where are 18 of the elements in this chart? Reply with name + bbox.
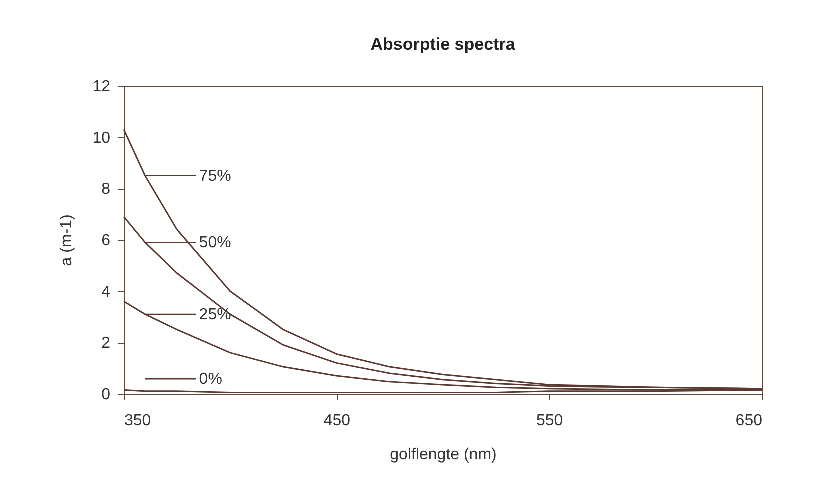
chart-title: Absorptie spectra	[370, 35, 516, 54]
y-tick-label: 6	[102, 232, 111, 250]
y-axis-title: a (m-1)	[58, 214, 76, 266]
y-tick-label: 8	[102, 181, 111, 198]
legend-label: 75%	[199, 168, 232, 185]
legend-label: 25%	[199, 306, 232, 324]
x-tick-label: 450	[324, 412, 351, 430]
y-tick-label: 10	[92, 130, 111, 147]
legend-label: 0%	[199, 371, 222, 388]
x-tick-label: 550	[536, 412, 564, 430]
y-tick-label: 4	[102, 284, 111, 301]
y-tick-label: 0	[102, 386, 111, 404]
y-tick-label: 12	[92, 78, 111, 96]
x-tick-label: 650	[736, 412, 763, 430]
x-axis-title: golflengte (nm)	[390, 446, 497, 464]
y-tick-label: 2	[102, 335, 111, 352]
legend-label: 50%	[199, 234, 232, 252]
x-tick-label: 350	[124, 412, 152, 430]
